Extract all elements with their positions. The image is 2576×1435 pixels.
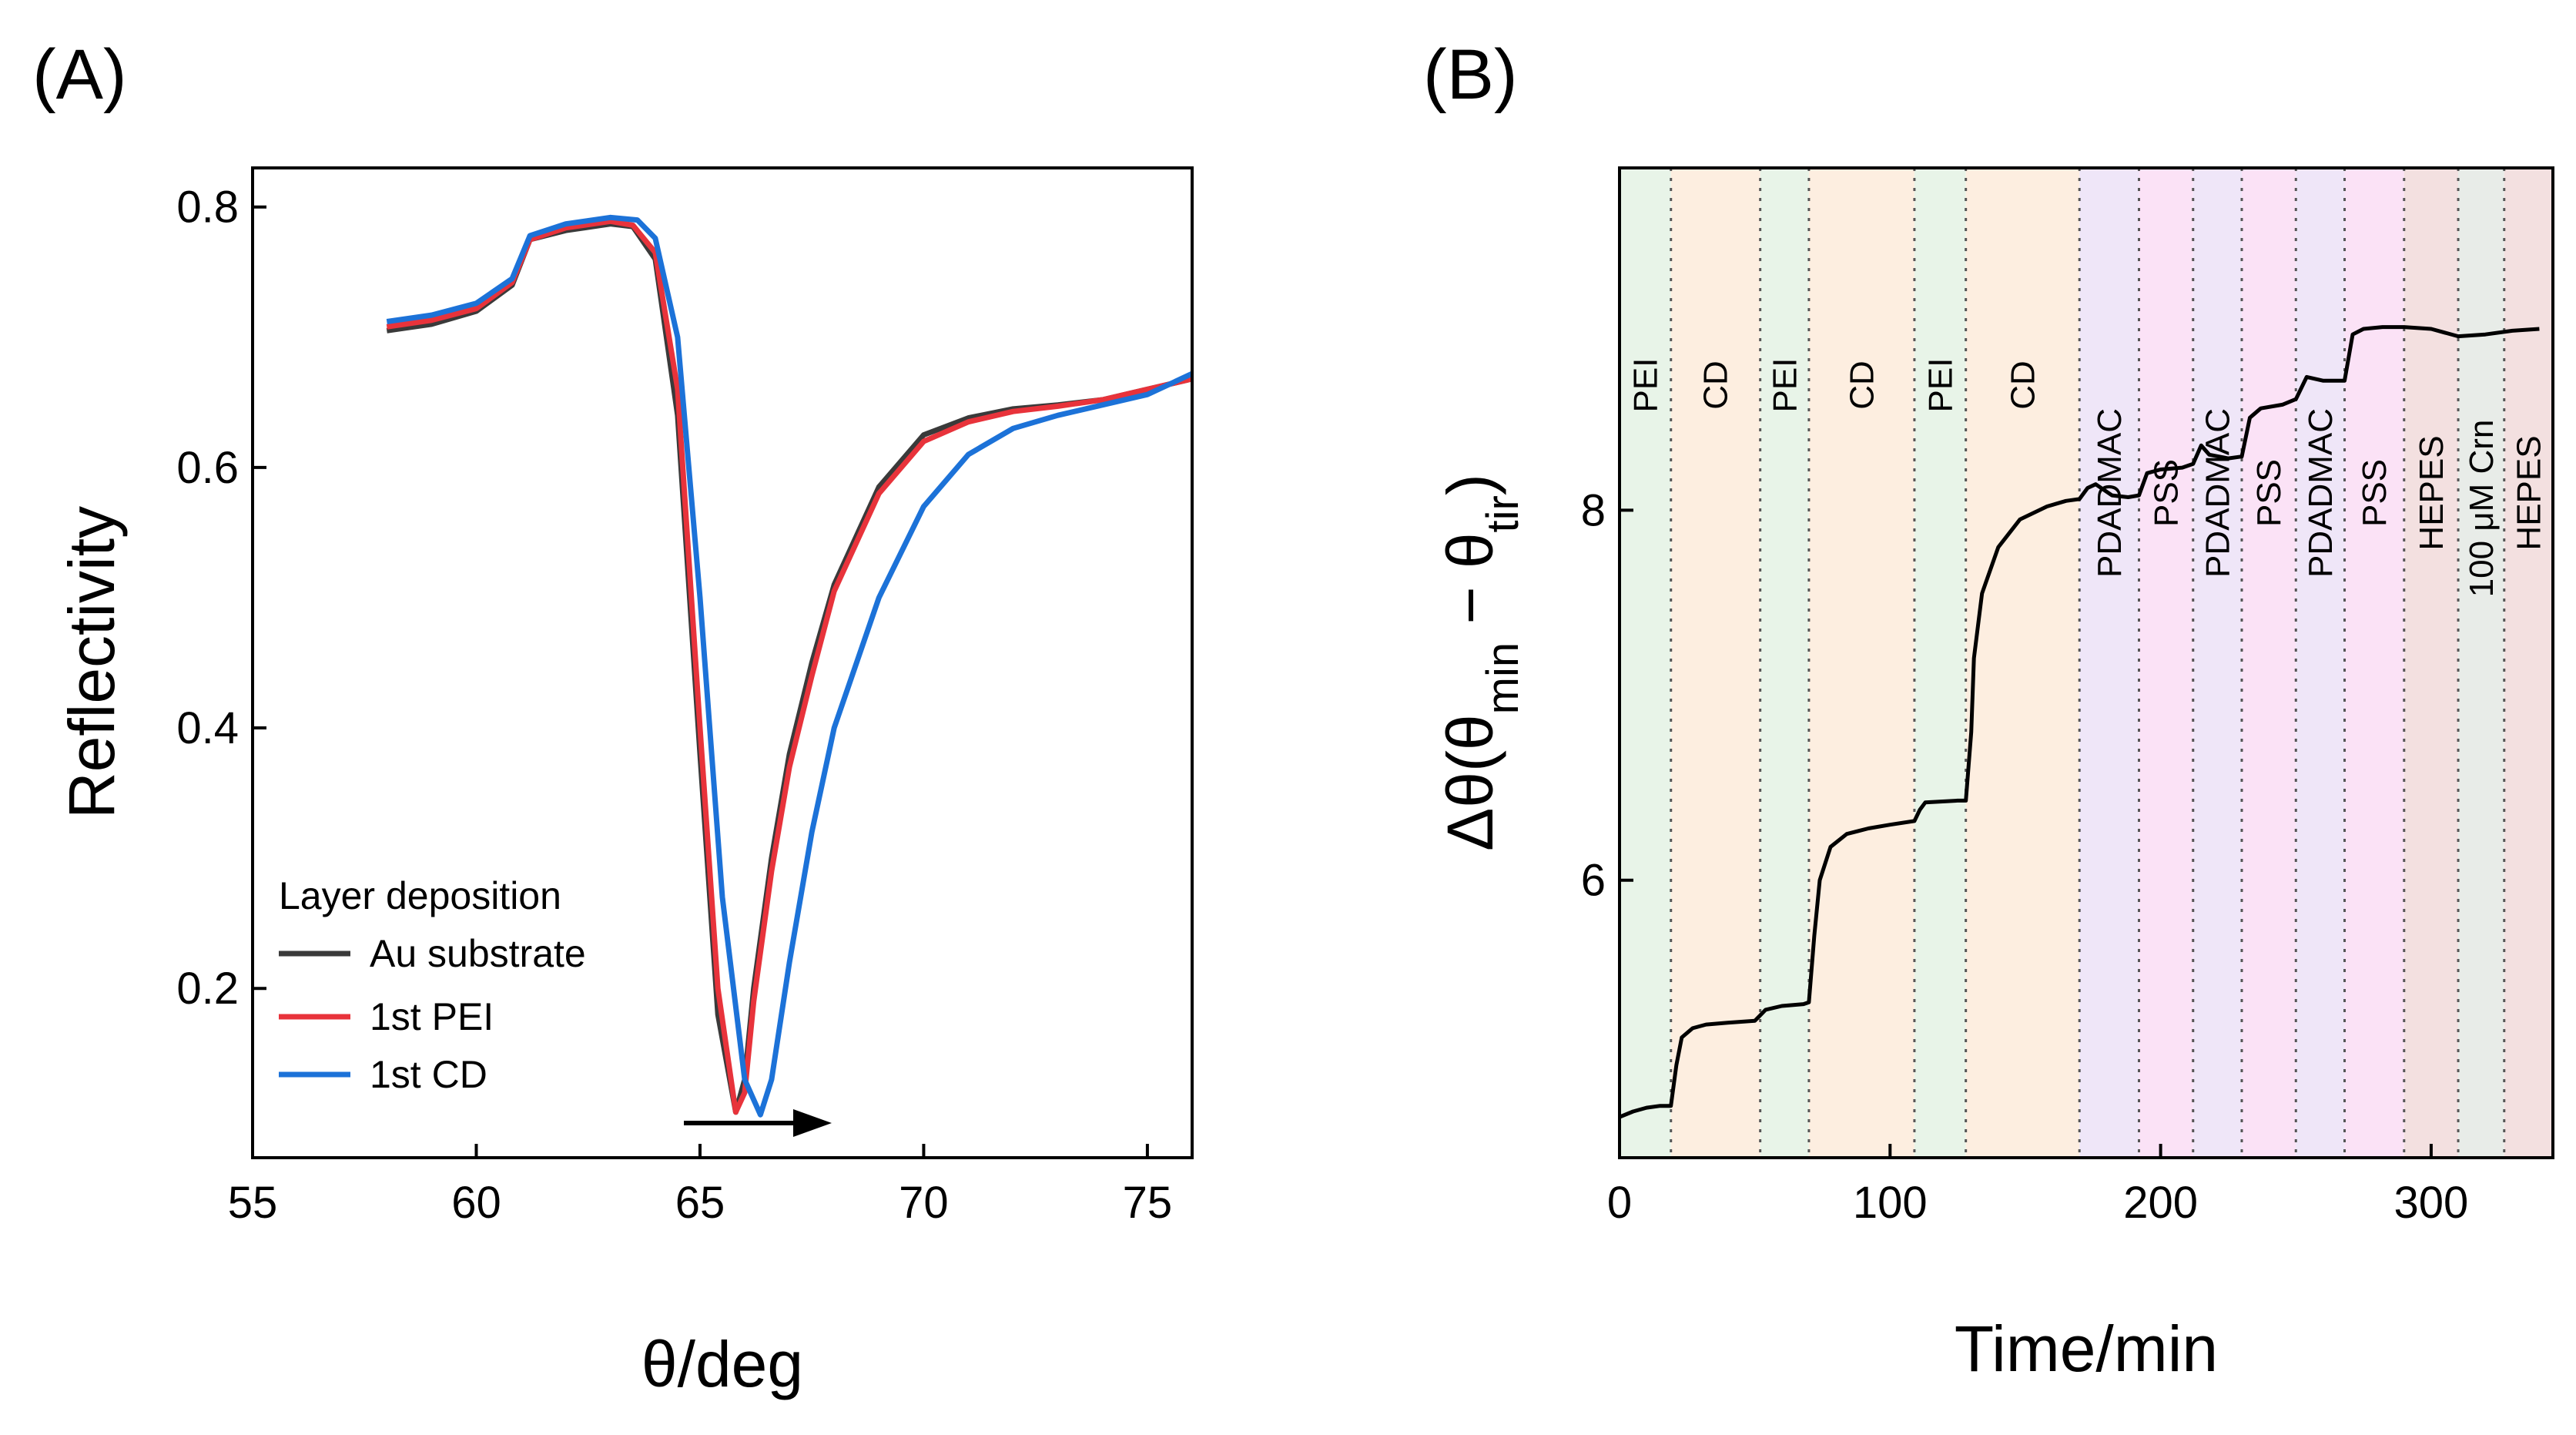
- x-tick-label-75: 75: [1123, 1178, 1173, 1228]
- x-tick-label-0: 0: [1607, 1178, 1632, 1228]
- series-line-1st-cd: [386, 214, 1194, 1118]
- phase-band-cd: [1965, 168, 2080, 1158]
- panel-a-legend: Layer deposition Au substrate 1st PEI 1s…: [279, 874, 586, 1096]
- y-tick-label-0-6: 0.6: [176, 443, 239, 493]
- phase-label-pdadmac: PDADMAC: [2302, 408, 2340, 578]
- phase-band-pss: [2344, 168, 2404, 1158]
- phase-band-pdadmac: [2192, 168, 2242, 1158]
- x-tick-label-60: 60: [451, 1178, 501, 1228]
- y-tick-label-0-4: 0.4: [176, 703, 239, 753]
- phase-label-cd: CD: [2004, 360, 2042, 410]
- y-label-sub-min: min: [1478, 642, 1528, 714]
- panel-a-label: (A): [32, 35, 127, 114]
- panel-b-plot-area: [1619, 325, 2540, 1119]
- phase-label-100-m-crn: 100 μM Crn: [2463, 420, 2501, 598]
- phase-label-pss: PSS: [2250, 459, 2288, 527]
- x-tick-label-100: 100: [1853, 1178, 1928, 1228]
- y-tick-label-0-8: 0.8: [176, 183, 239, 233]
- y-tick-label-6: 6: [1581, 856, 1606, 906]
- y-label-main: Δθ(θ: [1434, 714, 1506, 851]
- phase-label-pdadmac: PDADMAC: [2199, 408, 2236, 578]
- phase-label-pss: PSS: [2356, 459, 2393, 527]
- panel-b-y-axis-label: Δθ(θmin − θtir): [1434, 474, 1528, 851]
- phase-label-pei: PEI: [1766, 358, 1804, 413]
- legend-title: Layer deposition: [279, 874, 561, 917]
- shift-arrow: [684, 1109, 832, 1137]
- x-tick-label-200: 200: [2123, 1178, 2198, 1228]
- legend-label-1st-cd: 1st CD: [370, 1053, 487, 1096]
- panel-a: (A) 55 60 65 70 75 0.2 0.4 0.6 0.8 θ/deg Reflect…: [32, 35, 1194, 1400]
- panel-b-axes-frame: [1618, 166, 2554, 1159]
- y-label-close: ): [1434, 474, 1506, 495]
- phase-band-pei: [1914, 168, 1966, 1158]
- phase-band-pss: [2139, 168, 2193, 1158]
- y-tick-label-8: 8: [1581, 485, 1606, 535]
- panel-a-ticks: 55 60 65 70 75 0.2 0.4 0.6 0.8: [176, 183, 1172, 1228]
- phase-band-pdadmac: [2079, 168, 2139, 1158]
- legend-label-1st-pei: 1st PEI: [370, 995, 494, 1038]
- phase-band-cd: [1808, 168, 1914, 1158]
- phase-label-hepes: HEPES: [2413, 435, 2450, 550]
- phase-band-hepes: [2403, 168, 2459, 1158]
- panel-b-ticks: 0 100 200 300 6 8: [1581, 485, 2469, 1228]
- phase-label-cd: CD: [1697, 360, 1735, 410]
- shift-arrow-head: [793, 1109, 832, 1137]
- series-line-1st-pei: [386, 218, 1193, 1115]
- phase-band-hepes: [2504, 168, 2553, 1158]
- series-line-delta-theta: [1619, 325, 2540, 1119]
- phase-label-cd: CD: [1843, 360, 1881, 410]
- phase-band-cd: [1670, 168, 1760, 1158]
- y-tick-label-0-2: 0.2: [176, 964, 239, 1014]
- y-label-sub-tir: tir: [1478, 495, 1528, 532]
- phase-label-pei: PEI: [1626, 358, 1664, 413]
- phase-band-pdadmac: [2296, 168, 2345, 1158]
- y-label-minus: − θ: [1434, 532, 1506, 642]
- x-tick-label-55: 55: [228, 1178, 278, 1228]
- panel-a-plot-area: [386, 214, 1194, 1118]
- panel-b-label: (B): [1423, 35, 1518, 114]
- legend-label-au-substrate: Au substrate: [370, 932, 586, 975]
- panel-a-x-axis-label: θ/deg: [641, 1328, 803, 1400]
- phase-band-100-m-crn: [2458, 168, 2504, 1158]
- x-tick-label-65: 65: [675, 1178, 725, 1228]
- x-tick-label-70: 70: [899, 1178, 949, 1228]
- phase-band-pei: [1760, 168, 1809, 1158]
- phase-label-hepes: HEPES: [2510, 435, 2548, 550]
- panel-a-y-axis-label: Reflectivity: [55, 506, 128, 819]
- panel-a-axes-frame: [251, 166, 1194, 1159]
- panel-b-x-axis-label: Time/min: [1955, 1313, 2218, 1385]
- phase-label-pei: PEI: [1921, 358, 1959, 413]
- x-tick-label-300: 300: [2394, 1178, 2469, 1228]
- phase-band-pss: [2242, 168, 2296, 1158]
- phase-band-pei: [1620, 168, 1671, 1158]
